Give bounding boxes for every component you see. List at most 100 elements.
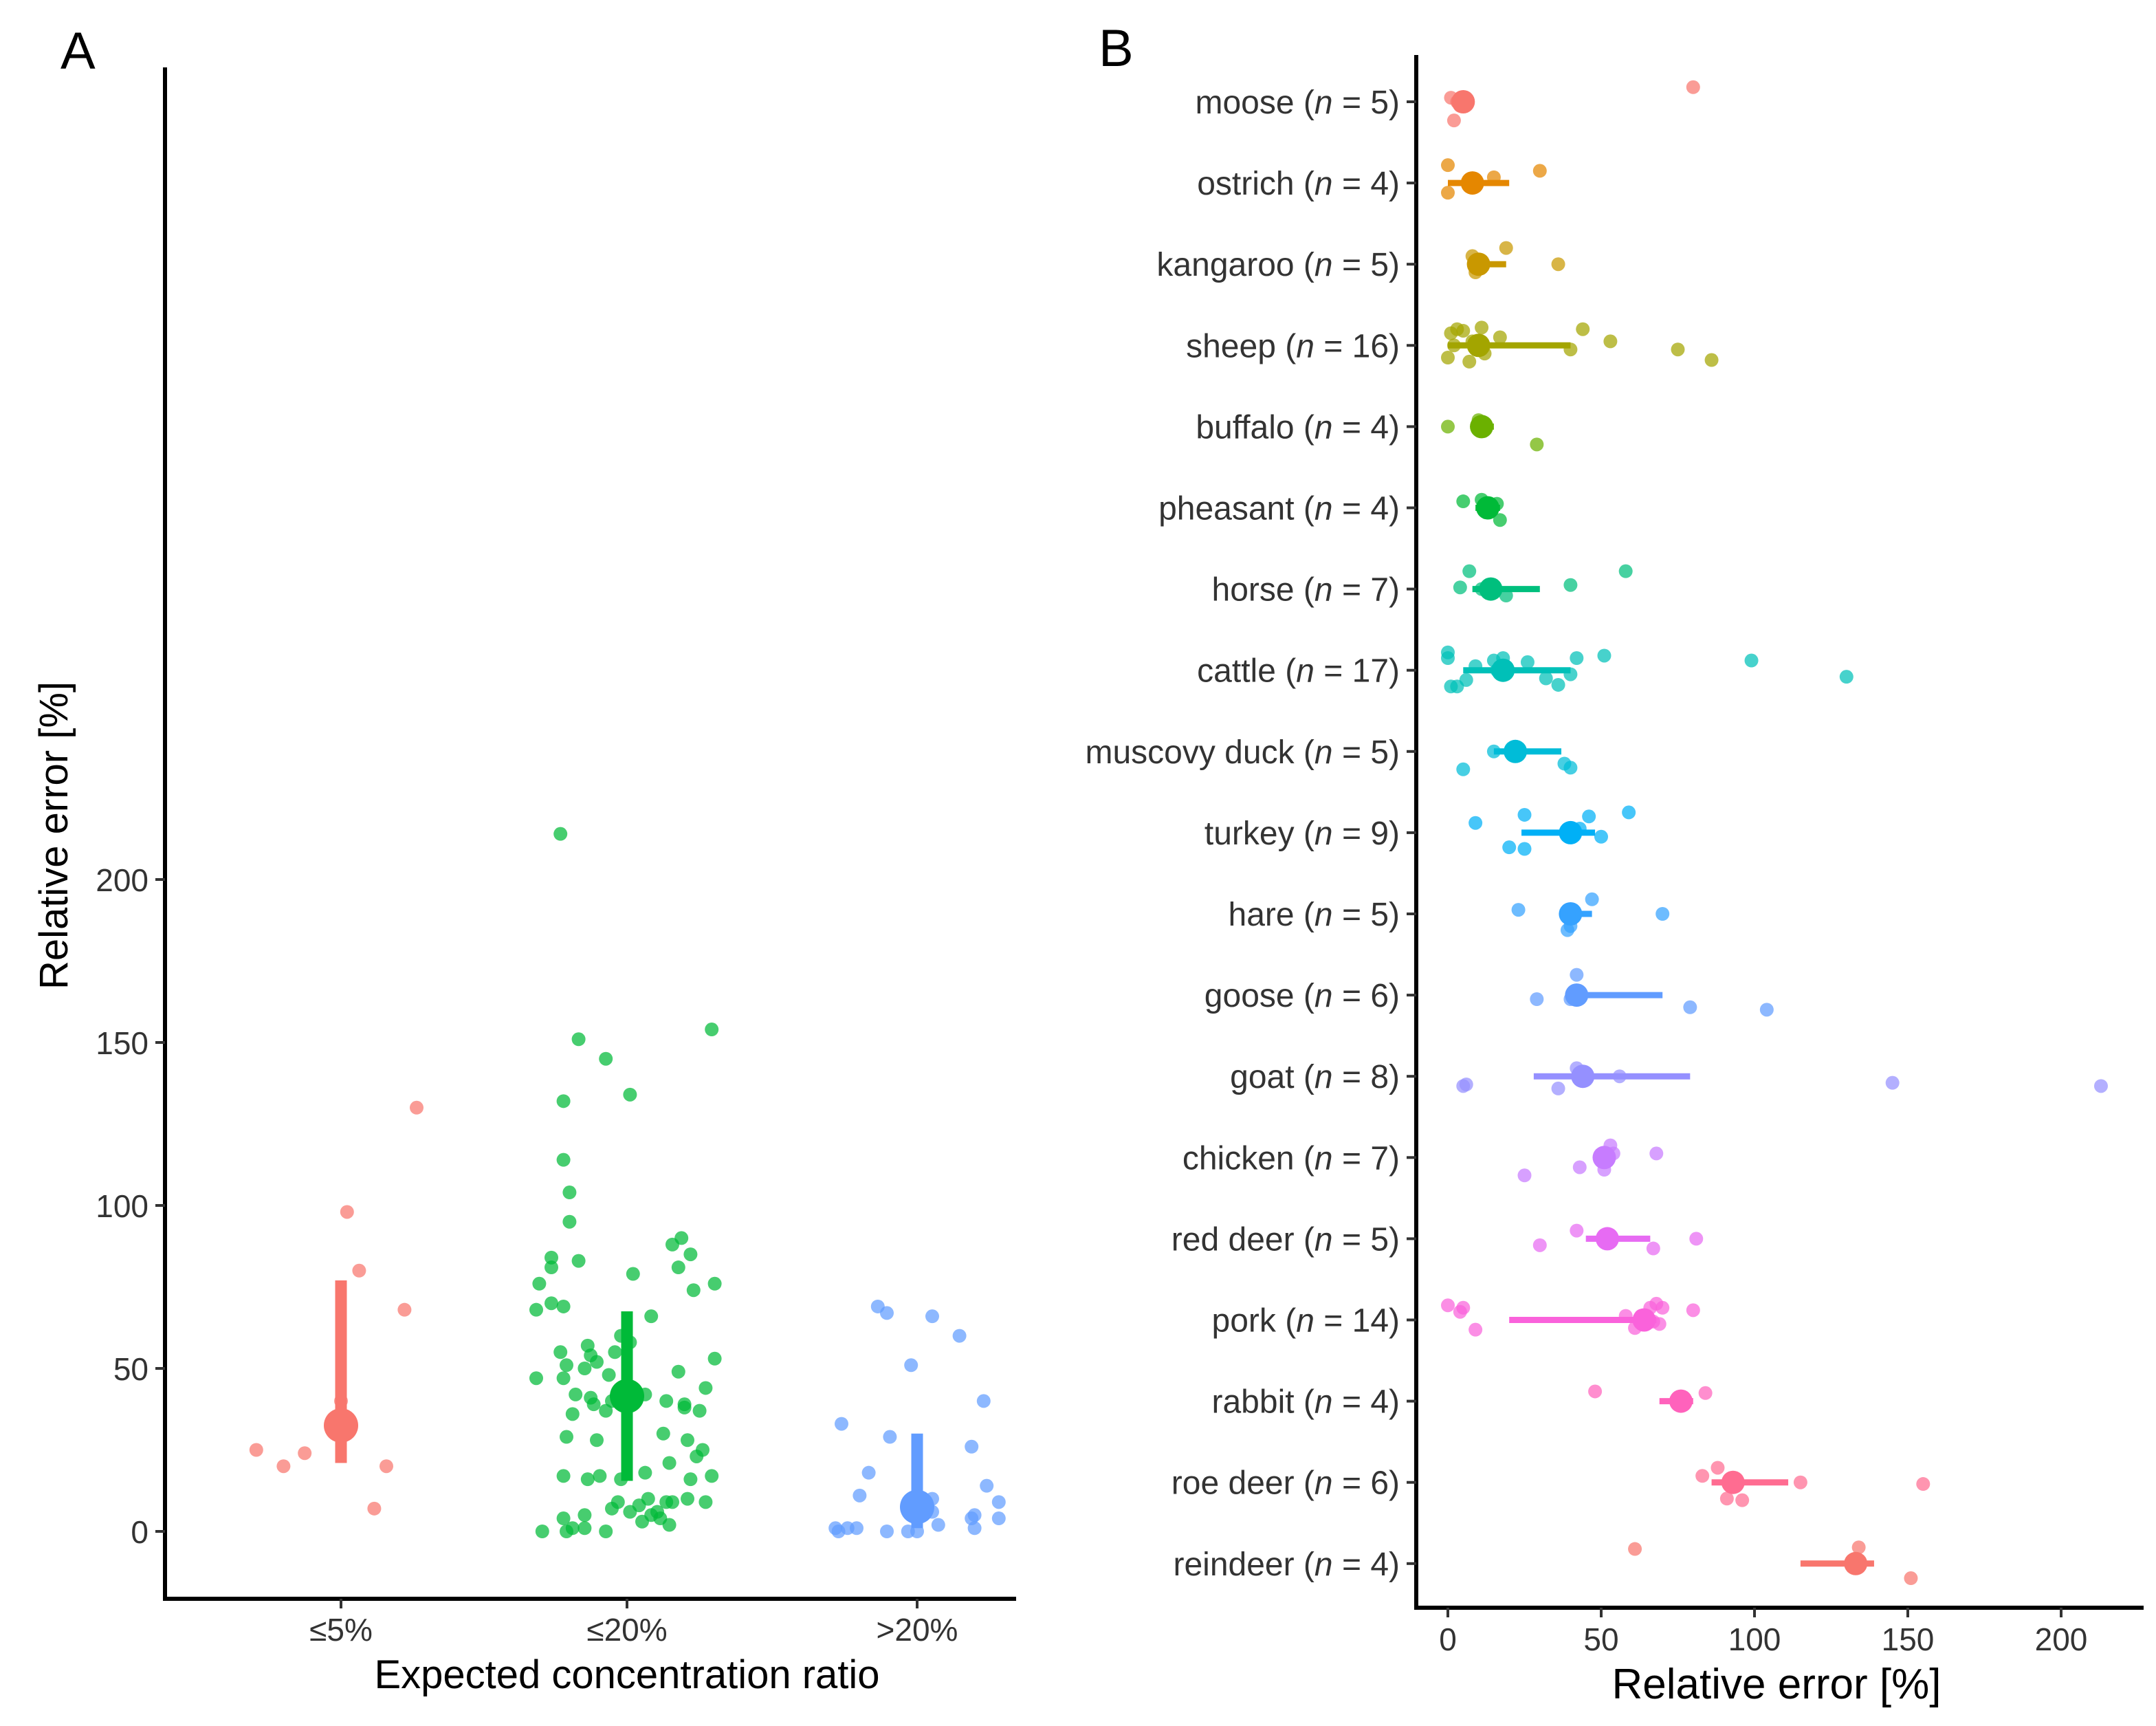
panel-b-median-marker xyxy=(1479,577,1503,601)
panel-b-point xyxy=(1704,353,1719,367)
panel-b-point xyxy=(1511,903,1526,917)
panel-a-point xyxy=(666,1495,679,1509)
n-symbol: n xyxy=(1314,491,1333,527)
label-equals: = xyxy=(1333,1547,1371,1583)
panel-b-point xyxy=(1622,805,1636,820)
panel-b-median-marker xyxy=(1466,334,1490,358)
label-equals: = xyxy=(1314,1303,1352,1340)
panel-a-point xyxy=(593,1469,607,1483)
panel-a-point xyxy=(605,1501,619,1516)
sample-size: 6 xyxy=(1370,1465,1389,1502)
panel-a-point xyxy=(904,1358,918,1373)
panel-b-point xyxy=(1530,437,1544,452)
panel-b-point xyxy=(1493,513,1507,527)
panel-b-median-marker xyxy=(1559,820,1583,844)
panel-b-point xyxy=(1551,257,1565,272)
panel-b-point xyxy=(1456,494,1471,509)
label-equals: = xyxy=(1333,1465,1371,1502)
panel-b-letter: B xyxy=(1099,19,1134,78)
panel-a-point xyxy=(852,1488,867,1503)
panel-b-point xyxy=(1686,1303,1700,1318)
panel-a-point xyxy=(590,1355,604,1369)
panel-b-point xyxy=(1462,564,1477,578)
panel-b-point xyxy=(1468,816,1483,830)
panel-b-x-tick-label: 100 xyxy=(1728,1621,1781,1657)
panel-a-point xyxy=(410,1100,424,1115)
panel-a-point xyxy=(529,1302,543,1317)
panel-b-point xyxy=(1563,578,1578,592)
panel-a-point xyxy=(276,1459,291,1474)
panel-a-point xyxy=(571,1032,586,1047)
species-name: muscovy duck xyxy=(1085,734,1295,771)
panel-b-point xyxy=(1649,1146,1664,1161)
label-equals: = xyxy=(1333,1059,1371,1095)
label-close-paren: ) xyxy=(1389,897,1400,933)
panel-a-point xyxy=(397,1302,412,1317)
label-equals: = xyxy=(1314,653,1352,690)
panel-b-median-marker xyxy=(1721,1470,1745,1494)
panel-b-species-label: goose (n = 6) xyxy=(1204,978,1400,1014)
panel-a-point xyxy=(831,1525,846,1538)
panel-a-point xyxy=(991,1511,1006,1526)
sample-size: 17 xyxy=(1352,653,1389,690)
panel-b-species-label: roe deer (n = 6) xyxy=(1172,1465,1400,1502)
panel-a-point xyxy=(931,1518,945,1532)
panel-b-median-marker xyxy=(1669,1389,1693,1413)
label-close-paren: ) xyxy=(1389,166,1400,202)
panel-b-point xyxy=(1628,1542,1642,1556)
species-name: red deer xyxy=(1172,1221,1295,1258)
panel-a-point xyxy=(599,1403,613,1418)
panel-a-point xyxy=(686,1283,701,1298)
panel-b-point xyxy=(1551,677,1565,692)
panel-a-point xyxy=(599,1051,613,1066)
panel-b-median-marker xyxy=(1451,90,1475,113)
panel-a-point xyxy=(553,1345,568,1359)
panel-a-point xyxy=(698,1381,713,1395)
panel-a-letter: A xyxy=(60,22,96,80)
panel-b-point xyxy=(1744,653,1759,668)
panel-b-species-label: horse (n = 7) xyxy=(1212,572,1400,609)
label-open-paren: ( xyxy=(1295,1465,1314,1502)
panel-b-point xyxy=(1710,1461,1725,1475)
label-close-paren: ) xyxy=(1389,85,1400,121)
panel-b-species-label: pork (n = 14) xyxy=(1212,1303,1400,1340)
panel-b-point xyxy=(1719,1492,1734,1506)
panel-a-point xyxy=(861,1465,876,1480)
panel-b-point xyxy=(1671,342,1685,357)
panel-a-x-ticks: ≤5% ≤20% >20% xyxy=(309,1599,958,1648)
panel-a-point xyxy=(671,1260,685,1275)
panel-a-point xyxy=(626,1267,640,1281)
panel-b-point xyxy=(1462,354,1477,369)
panel-a-point xyxy=(683,1472,698,1487)
panel-a-point xyxy=(683,1247,698,1262)
panel-b-point xyxy=(1686,80,1700,94)
n-symbol: n xyxy=(1314,572,1333,609)
sample-size: 9 xyxy=(1370,816,1389,852)
panel-a-point xyxy=(965,1439,979,1454)
label-open-paren: ( xyxy=(1295,1384,1314,1421)
panel-b-point xyxy=(1532,164,1547,178)
panel-a-point xyxy=(976,1394,991,1408)
panel-a-point xyxy=(635,1514,649,1529)
panel-a-x-tick-label: ≤5% xyxy=(309,1612,373,1648)
panel-b-species-label: rabbit (n = 4) xyxy=(1212,1384,1400,1421)
panel-b-point xyxy=(1446,113,1461,128)
panel-a-point xyxy=(529,1371,543,1386)
panel-b-point xyxy=(1517,842,1532,856)
panel-b-x-tick-label: 0 xyxy=(1439,1621,1457,1657)
panel-a-point xyxy=(580,1472,595,1487)
panel-b-point xyxy=(1588,1384,1603,1399)
panel-b-point xyxy=(1683,1000,1697,1014)
label-equals: = xyxy=(1333,1384,1371,1421)
label-open-paren: ( xyxy=(1276,653,1296,690)
sample-size: 5 xyxy=(1370,247,1389,283)
panel-b-point xyxy=(1793,1475,1807,1489)
species-name: roe deer xyxy=(1172,1465,1295,1502)
panel-b-median-marker xyxy=(1504,739,1528,763)
label-equals: = xyxy=(1333,85,1371,121)
panel-a-point xyxy=(880,1525,894,1538)
panel-b-x-tick-label: 150 xyxy=(1882,1621,1935,1657)
panel-b-median-marker xyxy=(1844,1551,1868,1575)
panel-a-point xyxy=(556,1153,571,1167)
panel-b-point xyxy=(1532,1238,1547,1252)
